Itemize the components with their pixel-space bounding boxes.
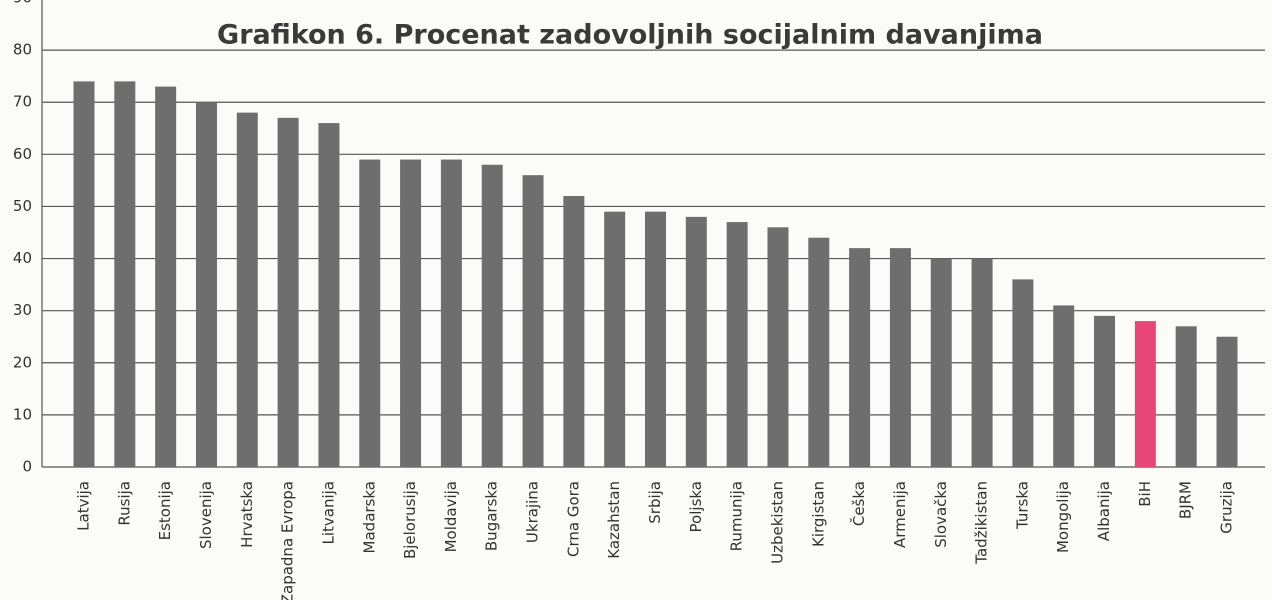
- bar: [236, 112, 258, 468]
- bar: [481, 164, 503, 467]
- x-tick-label: Bugarska: [483, 481, 501, 551]
- x-tick-label: Gruzija: [1218, 481, 1236, 534]
- bar: [930, 258, 952, 467]
- bar: [522, 175, 544, 467]
- bar: [971, 258, 993, 467]
- x-tick-label: Ukrajina: [524, 481, 542, 543]
- y-tick-label: 30: [13, 301, 32, 319]
- x-tick-label: Estonija: [156, 481, 174, 540]
- bar: [440, 159, 462, 468]
- bar: [563, 196, 585, 467]
- x-tick-label: Slovačka: [932, 481, 950, 548]
- bar: [726, 222, 748, 467]
- y-tick-label: 50: [13, 197, 32, 215]
- bar: [1012, 279, 1034, 467]
- x-tick-label: Litvanija: [319, 481, 337, 545]
- bar: [400, 159, 422, 468]
- x-tick-label: Bjelorusija: [401, 481, 419, 559]
- bar: [889, 248, 911, 467]
- x-tick-label: BJRM: [1177, 481, 1195, 519]
- y-tick-label: 60: [13, 145, 32, 163]
- y-tick-label: 10: [13, 405, 32, 423]
- x-tick-label: Zapadna Evropa: [279, 481, 297, 600]
- x-tick-label: Poljska: [687, 481, 705, 532]
- bar: [849, 248, 871, 467]
- bar: [1134, 321, 1156, 467]
- x-tick-label: Moldavija: [442, 481, 460, 552]
- bar: [808, 237, 830, 467]
- y-tick-label: 80: [13, 41, 32, 59]
- x-tick-label: Kazahstan: [605, 481, 623, 559]
- x-tick-label: Kirgistan: [809, 481, 827, 547]
- y-tick-label: 0: [22, 458, 32, 476]
- bar: [359, 159, 381, 468]
- x-tick-label: Hrvatska: [238, 481, 256, 548]
- x-tick-label: Rusija: [115, 481, 133, 526]
- x-tick-label: Turska: [1013, 481, 1031, 530]
- x-tick-label: Češka: [849, 481, 868, 526]
- bar: [1175, 326, 1197, 467]
- x-tick-label: Madarska: [360, 481, 378, 553]
- bar: [645, 211, 666, 467]
- bar: [604, 211, 626, 467]
- x-tick-label: Rumunija: [728, 481, 746, 551]
- y-tick-label: 70: [13, 93, 32, 111]
- bar: [277, 117, 299, 467]
- bar: [114, 81, 136, 467]
- x-tick-label: Latvija: [75, 481, 93, 531]
- y-tick-label: 90: [13, 0, 32, 7]
- x-tick-label: Crna Gora: [564, 481, 582, 557]
- bar: [155, 86, 177, 467]
- x-tick-label: Tadžikistan: [973, 481, 991, 565]
- y-tick-label: 40: [13, 249, 32, 267]
- bar: [73, 81, 95, 467]
- bar: [195, 102, 217, 467]
- bar: [685, 216, 707, 467]
- y-tick-label: 20: [13, 353, 32, 371]
- bar: [767, 227, 789, 467]
- bar: [318, 123, 340, 468]
- chart-title: Grafikon 6. Procenat zadovoljnih socijal…: [217, 20, 1043, 51]
- bar: [1053, 305, 1075, 467]
- x-tick-label: Uzbekistan: [768, 481, 786, 564]
- bar: [1094, 315, 1116, 467]
- x-tick-label: Slovenija: [197, 481, 215, 549]
- x-tick-label: Srbija: [646, 481, 664, 524]
- x-tick-label: Armenija: [891, 481, 909, 548]
- x-tick-label: Mongolija: [1054, 481, 1072, 553]
- x-tick-label: Albanija: [1095, 481, 1113, 541]
- bar: [1216, 336, 1238, 467]
- x-tick-label: BiH: [1136, 481, 1154, 507]
